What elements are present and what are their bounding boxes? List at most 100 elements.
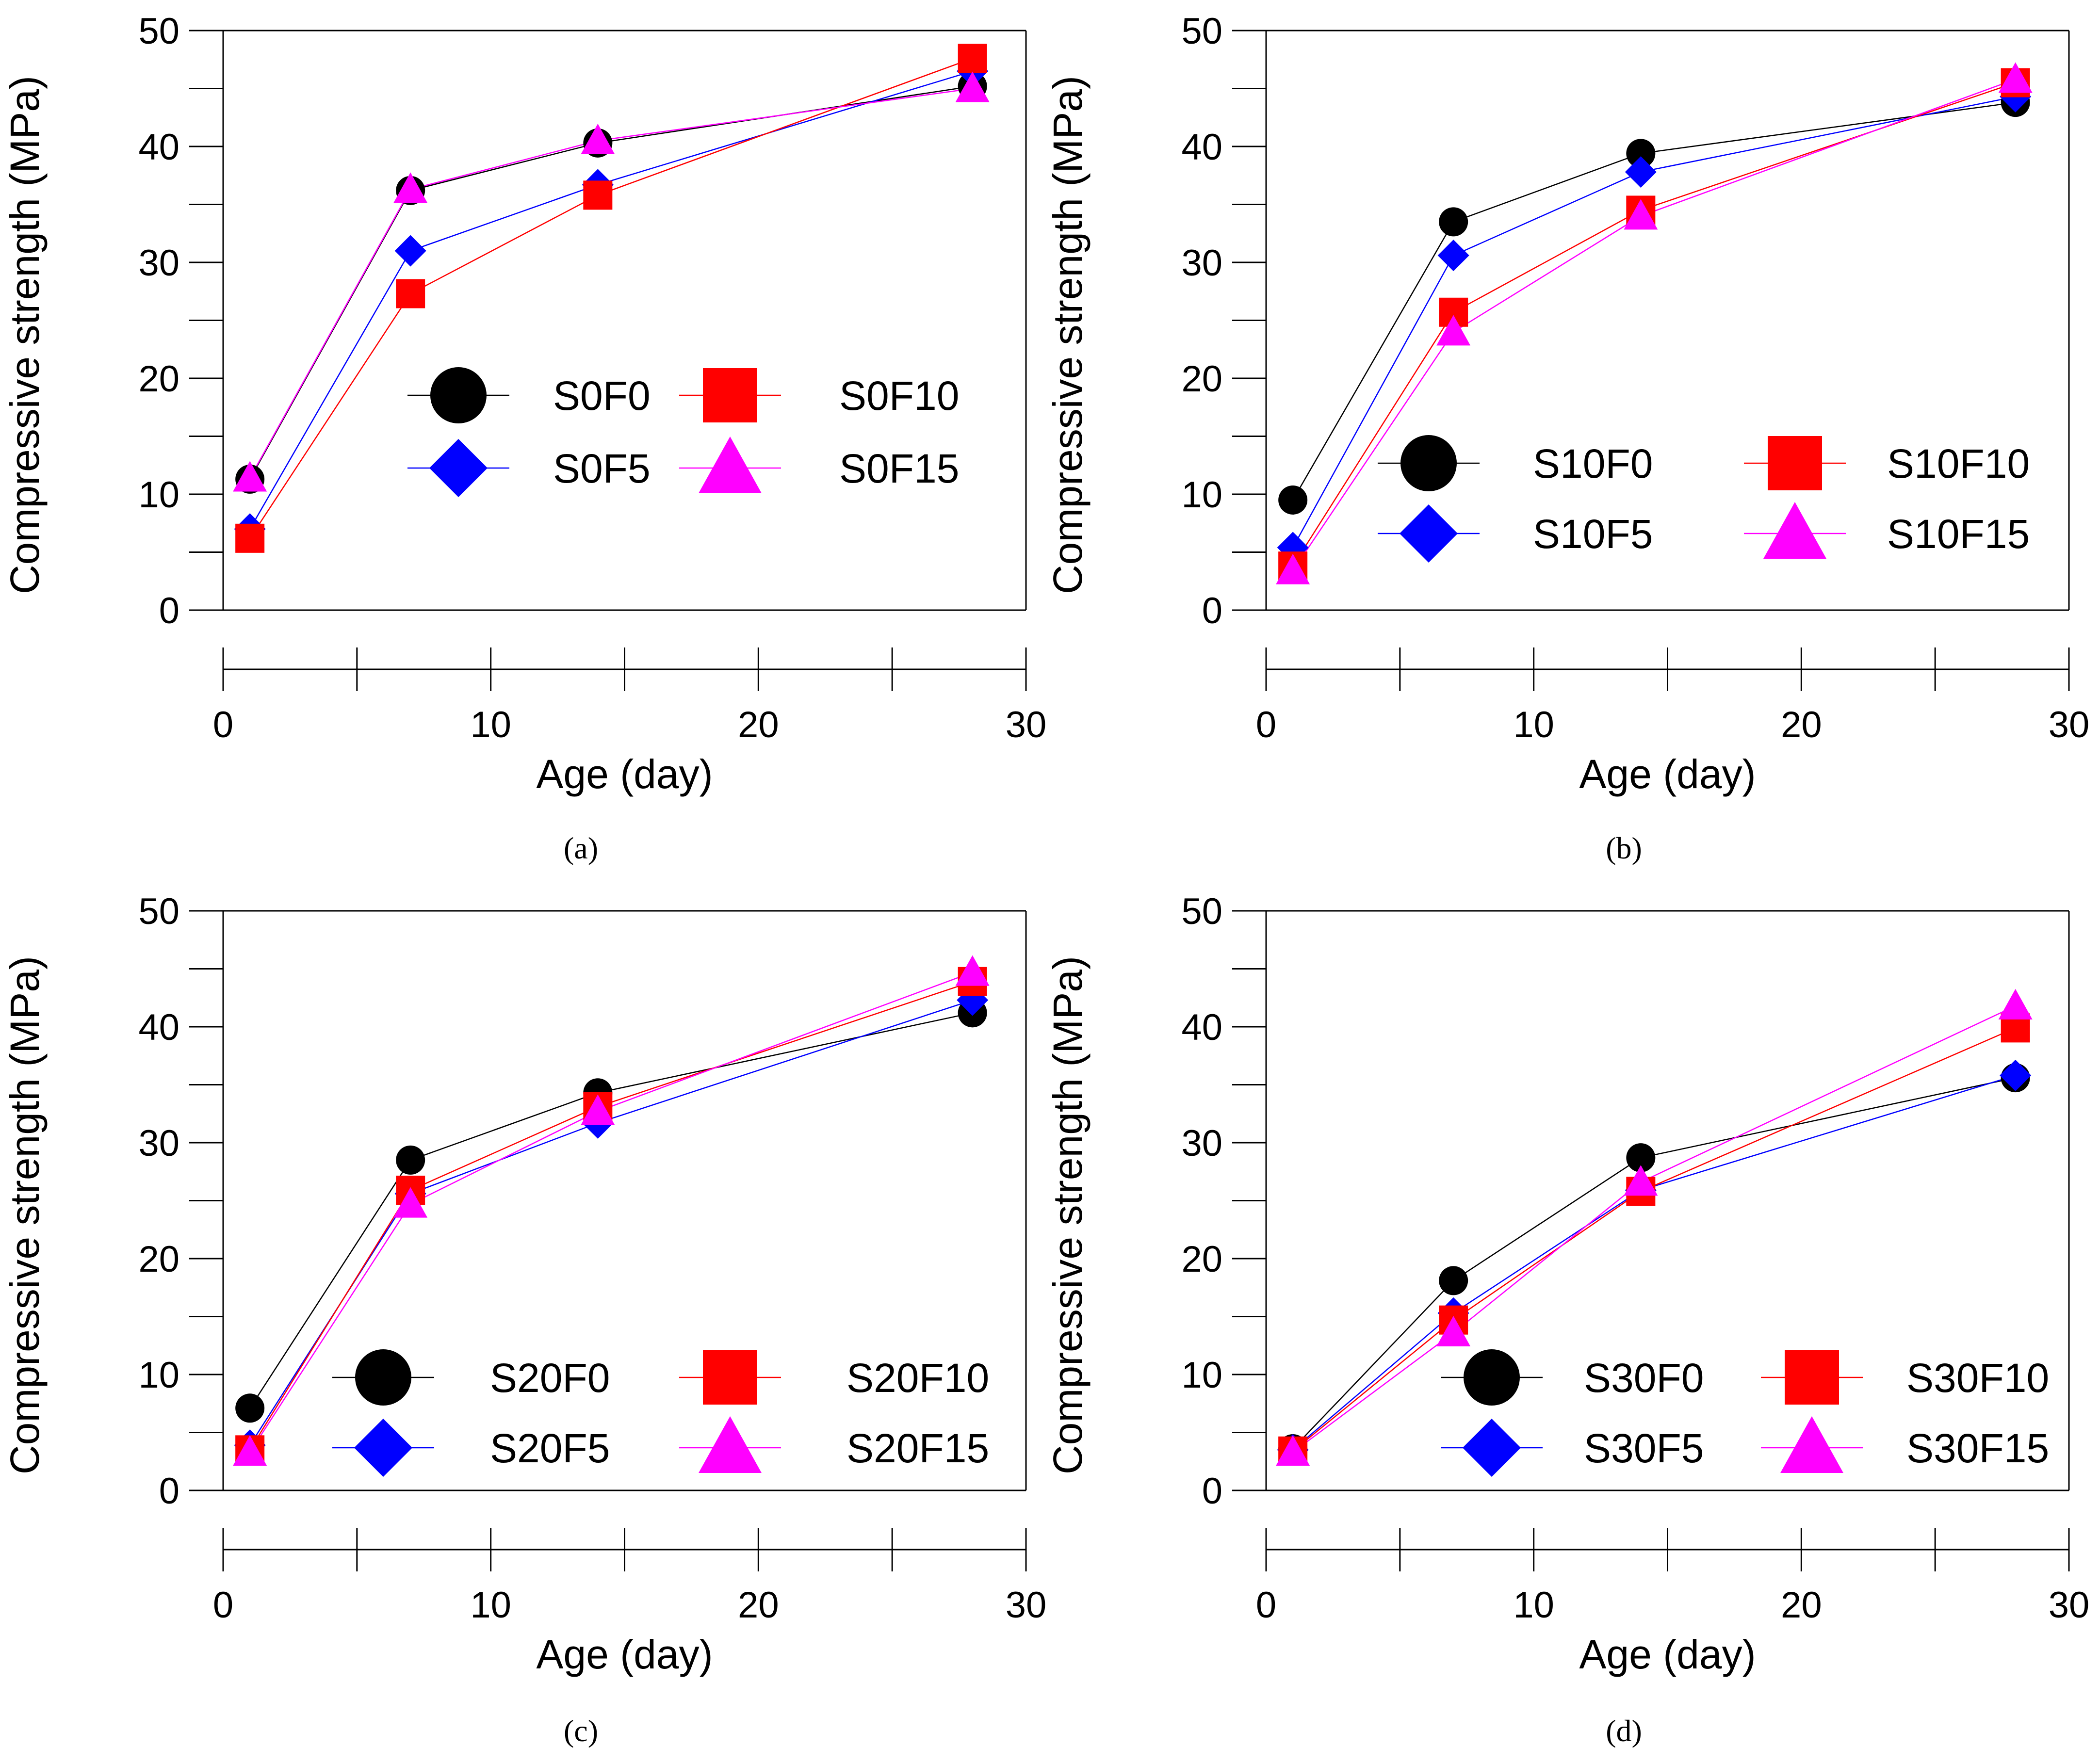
legend-marker-circle (355, 1349, 411, 1406)
x-tick-label: 30 (2049, 1585, 2090, 1626)
legend-entry-S30F10: S30F10 (1761, 1350, 2049, 1405)
x-tick-label: 10 (470, 1585, 511, 1626)
legend-marker-circle (1400, 435, 1457, 491)
legend-marker-square (1768, 436, 1822, 490)
y-axis-title: Compressive strength (MPa) (2, 956, 48, 1474)
legend-label: S0F0 (553, 373, 651, 419)
y-tick-label: 10 (1181, 1355, 1222, 1396)
series-line-S10F5 (1292, 96, 2016, 548)
data-point-S30F15 (1436, 1315, 1471, 1346)
y-axis-title: Compressive strength (MPa) (2, 76, 48, 594)
legend-label: S0F10 (839, 373, 960, 419)
legend-entry-S30F5: S30F5 (1441, 1419, 1704, 1477)
y-tick-label: 40 (1181, 1007, 1222, 1048)
x-tick-label: 0 (1256, 1585, 1276, 1626)
legend-label: S20F10 (847, 1355, 989, 1401)
data-point-S20F15 (393, 1187, 428, 1218)
data-point-S0F10 (583, 180, 613, 210)
data-point-S10F0 (1439, 207, 1468, 237)
data-point-S10F5 (1625, 156, 1657, 188)
x-tick-label: 0 (213, 1585, 233, 1626)
legend-entry-S30F15: S30F15 (1761, 1416, 2049, 1473)
legend-marker-square (703, 368, 757, 422)
data-point-S30F5 (2000, 1059, 2032, 1091)
x-axis-title: Age (day) (536, 751, 713, 797)
data-point-S20F15 (233, 1435, 267, 1466)
legend-label: S30F0 (1584, 1355, 1704, 1401)
x-tick-label: 30 (1006, 1585, 1047, 1626)
x-axis-title: Age (day) (1579, 751, 1756, 797)
data-point-S0F10 (958, 44, 987, 73)
series-line-S20F15 (249, 971, 973, 1453)
y-tick-label: 30 (1181, 1123, 1222, 1164)
legend-marker-circle (430, 367, 487, 423)
series-line-S0F15 (249, 88, 973, 479)
legend-entry-S0F15: S0F15 (679, 437, 960, 493)
series-line-S0F10 (249, 58, 973, 539)
y-tick-label: 40 (138, 1007, 179, 1048)
legend-label: S20F0 (490, 1355, 610, 1401)
legend-entry-S10F0: S10F0 (1378, 435, 1653, 491)
legend-label: S20F5 (490, 1425, 610, 1471)
legend-entry-S20F0: S20F0 (332, 1349, 610, 1406)
data-point-S0F10 (396, 279, 425, 308)
y-tick-label: 40 (1181, 127, 1222, 168)
x-tick-label: 0 (1256, 704, 1276, 745)
legend-entry-S0F5: S0F5 (407, 439, 651, 497)
x-tick-label: 20 (738, 1585, 779, 1626)
panel-caption: (c) (564, 1714, 598, 1748)
legend-label: S0F5 (553, 446, 651, 491)
data-point-S0F5 (394, 235, 426, 267)
y-tick-label: 20 (1181, 358, 1222, 400)
legend-marker-diamond (429, 439, 488, 497)
legend-entry-S30F0: S30F0 (1441, 1349, 1704, 1406)
legend-label: S10F10 (1887, 441, 2030, 486)
x-tick-label: 20 (1781, 1585, 1822, 1626)
y-tick-label: 50 (1181, 11, 1222, 52)
series-line-S30F15 (1292, 1005, 2016, 1453)
y-tick-label: 40 (138, 127, 179, 168)
legend-marker-diamond (354, 1419, 412, 1477)
legend-marker-circle (1464, 1349, 1520, 1406)
x-tick-label: 10 (1513, 704, 1554, 745)
panel-caption: (b) (1606, 831, 1642, 865)
legend-label: S0F15 (839, 446, 960, 491)
x-tick-label: 10 (470, 704, 511, 745)
y-tick-label: 10 (138, 1355, 179, 1396)
legend-marker-triangle (699, 1416, 762, 1473)
legend-entry-S20F10: S20F10 (679, 1350, 989, 1405)
legend-entry-S0F0: S0F0 (407, 367, 651, 423)
x-axis-title: Age (day) (1579, 1632, 1756, 1677)
series-line-S30F0 (1292, 1077, 2016, 1449)
series-line-S30F10 (1292, 1027, 2016, 1452)
data-point-S10F0 (1278, 485, 1308, 515)
data-point-S20F15 (955, 955, 990, 986)
data-point-S30F0 (1439, 1266, 1468, 1295)
y-tick-label: 0 (1202, 590, 1222, 631)
data-point-S0F15 (955, 71, 990, 102)
y-tick-label: 0 (1202, 1471, 1222, 1512)
legend-marker-diamond (1463, 1419, 1521, 1477)
panel-caption: (a) (564, 831, 598, 865)
legend-marker-triangle (1763, 502, 1826, 559)
legend-marker-square (1785, 1350, 1839, 1405)
series-line-S10F0 (1292, 101, 2016, 501)
series-line-S20F10 (249, 981, 973, 1451)
y-tick-label: 0 (159, 590, 179, 631)
legend-marker-triangle (699, 437, 762, 493)
chart-panel-b: 0 10 20 30 40 50 0 10 20 30 Age (day) Compressive s… (1045, 11, 2089, 865)
series-line-S20F0 (249, 1012, 973, 1408)
legend-entry-S0F10: S0F10 (679, 368, 960, 422)
data-point-S20F15 (581, 1094, 615, 1125)
y-tick-label: 30 (1181, 243, 1222, 284)
data-point-S10F0 (1626, 139, 1656, 168)
y-tick-label: 10 (1181, 474, 1222, 516)
legend-entry-S10F15: S10F15 (1744, 502, 2030, 559)
legend-entry-S10F5: S10F5 (1378, 504, 1653, 563)
data-point-S30F15 (1276, 1435, 1310, 1466)
data-point-S30F15 (1998, 988, 2033, 1019)
x-tick-label: 0 (213, 704, 233, 745)
legend-entry-S20F5: S20F5 (332, 1419, 610, 1477)
legend-marker-diamond (1400, 504, 1458, 563)
